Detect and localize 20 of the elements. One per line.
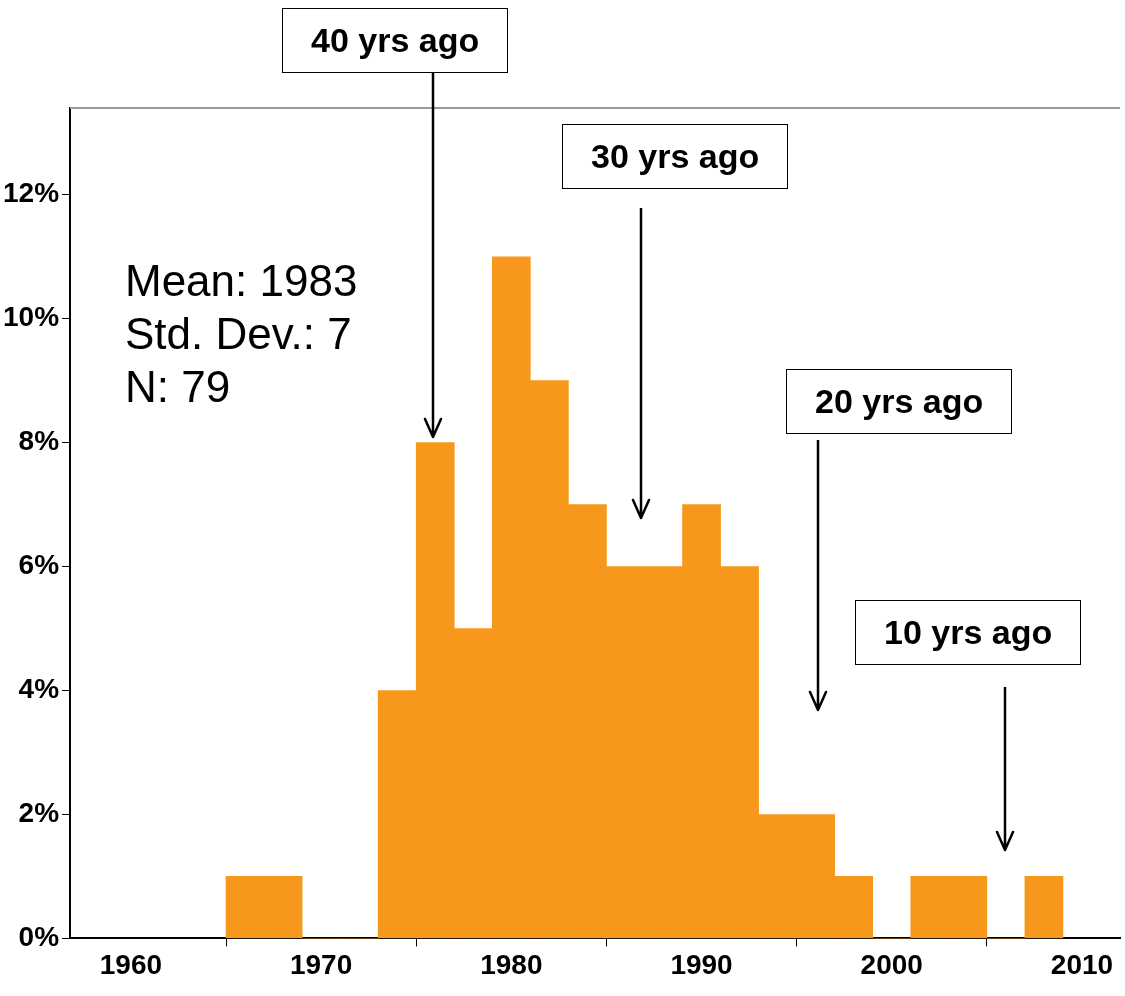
y-tick-label: 12%: [2, 177, 60, 209]
annotation: Mean: 1983: [125, 256, 358, 306]
x-tick-label: 1970: [289, 948, 353, 980]
annotation: N: 79: [125, 362, 231, 412]
y-tick-label: 8%: [18, 425, 60, 457]
annotation: 30 yrs ago: [562, 124, 789, 189]
y-tick-label: 2%: [18, 797, 60, 829]
x-tick-label: 1990: [670, 948, 733, 980]
x-tick-label: 1960: [99, 948, 163, 980]
x-tick-label: 2010: [1050, 948, 1114, 980]
annotation: 20 yrs ago: [786, 369, 1013, 434]
y-tick-label: 6%: [18, 549, 60, 581]
text: 40 yrs ago: [282, 8, 509, 73]
x-tick-label: 2000: [860, 948, 923, 980]
annotation: 10 yrs ago: [855, 600, 1082, 665]
annotation: Std. Dev.: 7: [125, 309, 352, 359]
y-tick-label: 0%: [18, 921, 60, 953]
x-tick-label: 1980: [480, 948, 543, 980]
y-tick-label: 4%: [18, 673, 60, 705]
y-tick-label: 10%: [2, 301, 60, 333]
